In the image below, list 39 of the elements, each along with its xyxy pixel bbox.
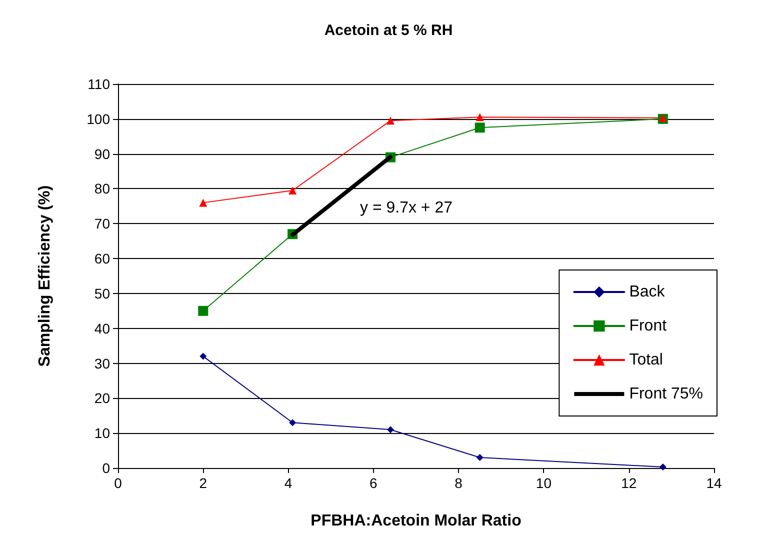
y-tick-label: 50 [94,285,110,302]
x-tick-label: 14 [706,475,722,491]
x-tick-label: 4 [284,475,292,491]
point [198,306,208,316]
y-tick-label: 90 [94,146,110,162]
y-axis-title: Sampling Efficiency (%) [36,185,54,367]
point [289,419,296,426]
y-tick-label: 60 [94,250,110,267]
point [288,186,297,194]
y-tick-label: 20 [94,390,110,406]
x-tick-label: 6 [370,475,378,491]
y-tick-label: 80 [94,180,110,197]
point [199,198,208,207]
point [659,463,666,470]
legend-label: Front [629,318,668,334]
point [386,116,394,125]
x-tick-label: 10 [536,475,552,491]
point [476,113,484,122]
annotation: y = 9.7x + 27 [360,200,453,216]
point [386,426,394,434]
y-tick-label: 10 [94,425,110,442]
y-tick-label: 110 [88,76,110,92]
x-tick-label: 2 [199,475,208,491]
legend-label: Front 75% [629,386,703,402]
y-tick-label: 40 [94,320,110,336]
chart-title: Acetoin at 5 % RH [324,22,453,39]
y-tick-label: 70 [94,216,110,232]
x-tick-label: 0 [114,475,122,491]
x-tick-label: 12 [621,475,637,491]
x-axis-title: PFBHA:Acetoin Molar Ratio [310,512,522,530]
x-tick-label: 8 [454,475,463,491]
point [476,454,484,462]
y-tick-label: 0 [102,460,110,476]
legend-label: Back [629,284,666,300]
y-tick-label: 30 [94,355,110,372]
point [200,352,207,360]
point [474,122,485,133]
y-tick-label: 100 [86,110,110,127]
legend-label: Total [629,352,663,368]
